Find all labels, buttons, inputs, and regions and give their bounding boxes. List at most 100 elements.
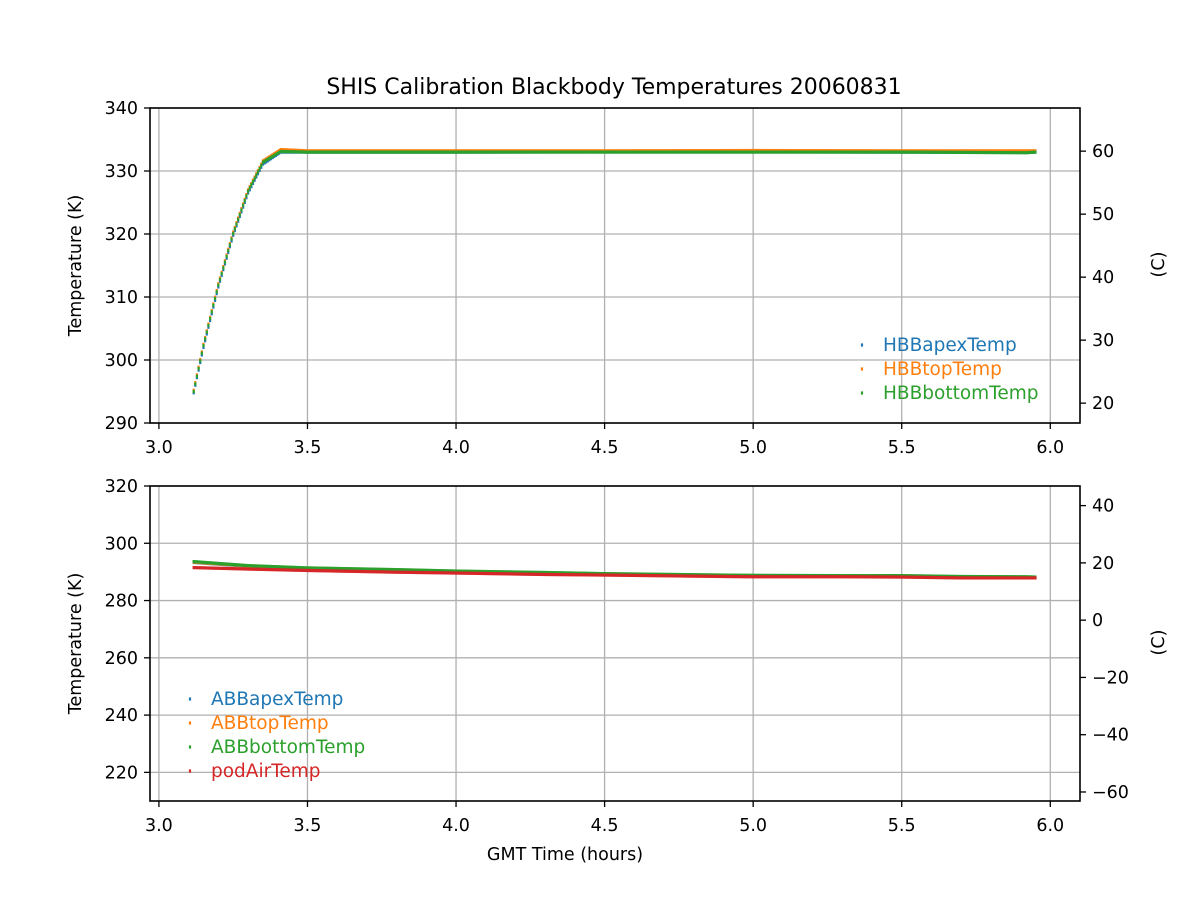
data-point	[979, 576, 982, 580]
data-point	[225, 256, 228, 260]
data-point	[215, 292, 218, 296]
data-point	[278, 149, 281, 153]
data-point	[477, 571, 480, 576]
data-point	[736, 150, 739, 154]
data-point	[517, 572, 520, 576]
legend-label: HBBtopTemp	[883, 359, 1002, 380]
data-point	[442, 569, 445, 573]
data-point	[608, 150, 611, 154]
data-point	[472, 569, 475, 573]
data-point	[315, 150, 319, 154]
data-point	[998, 576, 1001, 580]
data-point	[269, 564, 272, 569]
data-point	[501, 572, 504, 576]
data-point	[462, 150, 466, 154]
data-point	[371, 567, 374, 571]
data-point	[438, 150, 442, 154]
data-point	[894, 575, 897, 579]
data-point	[894, 150, 897, 154]
data-point	[788, 150, 792, 154]
x-tick-label: 4.5	[591, 816, 619, 836]
data-point	[526, 572, 529, 576]
data-point	[282, 568, 285, 572]
data-point	[826, 575, 830, 579]
data-point	[501, 150, 504, 154]
data-point	[862, 575, 865, 579]
data-point	[331, 569, 335, 573]
data-point	[987, 576, 990, 580]
data-point	[373, 570, 376, 574]
data-point	[400, 570, 403, 574]
data-point	[336, 566, 339, 571]
data-point	[1004, 576, 1007, 580]
data-point	[1022, 151, 1025, 155]
data-point	[833, 150, 836, 154]
data-point	[768, 150, 771, 154]
data-point	[764, 150, 768, 154]
data-point	[798, 575, 801, 579]
data-point	[555, 571, 558, 575]
data-point	[868, 575, 871, 579]
data-point	[493, 150, 496, 154]
data-point	[995, 576, 998, 580]
data-point	[698, 574, 701, 578]
data-point	[205, 332, 208, 336]
data-point	[269, 567, 272, 572]
data-point	[483, 569, 486, 574]
data-point	[812, 150, 815, 154]
data-point	[635, 573, 638, 578]
data-point	[417, 570, 421, 575]
data-point	[1029, 150, 1033, 155]
data-point	[230, 562, 234, 567]
data-point	[964, 576, 968, 580]
data-point	[582, 571, 585, 575]
data-point	[263, 567, 266, 572]
data-point	[227, 562, 230, 566]
data-point	[485, 150, 488, 154]
data-point	[979, 150, 982, 155]
data-point	[366, 567, 370, 571]
data-point	[243, 563, 246, 567]
y2-tick-label: 20	[1092, 554, 1114, 574]
data-point	[881, 150, 884, 154]
data-point	[601, 573, 605, 577]
data-point	[277, 565, 280, 569]
data-point	[547, 150, 550, 154]
data-point	[710, 150, 713, 154]
data-point	[470, 150, 474, 154]
data-point	[531, 572, 534, 576]
data-point	[206, 566, 210, 570]
legend: HBBapexTemp HBBtopTemp HBBbottomTemp	[860, 335, 1039, 404]
data-point	[999, 151, 1003, 155]
data-point	[418, 150, 421, 154]
data-point	[537, 570, 540, 574]
data-point	[223, 260, 227, 264]
data-point	[456, 571, 459, 575]
data-point	[790, 575, 793, 579]
data-point	[481, 571, 485, 576]
data-point	[664, 574, 667, 578]
data-point	[504, 570, 507, 574]
data-point	[769, 150, 772, 154]
data-point	[523, 150, 526, 154]
data-point	[467, 150, 470, 154]
data-point	[627, 150, 630, 154]
data-point	[485, 571, 488, 576]
data-point	[357, 150, 360, 154]
data-point	[528, 570, 531, 574]
data-point	[852, 150, 855, 154]
data-point	[295, 565, 298, 570]
y2-tick-label: −20	[1092, 668, 1129, 688]
data-point	[908, 575, 911, 579]
data-point	[507, 572, 510, 576]
data-point	[338, 569, 341, 573]
data-point	[437, 569, 440, 573]
data-point	[333, 150, 336, 154]
data-point	[704, 574, 707, 578]
data-point	[421, 150, 424, 154]
data-point	[887, 575, 890, 579]
data-point	[1025, 576, 1028, 580]
data-point	[221, 566, 224, 570]
data-point	[561, 573, 564, 577]
data-point	[485, 569, 488, 574]
